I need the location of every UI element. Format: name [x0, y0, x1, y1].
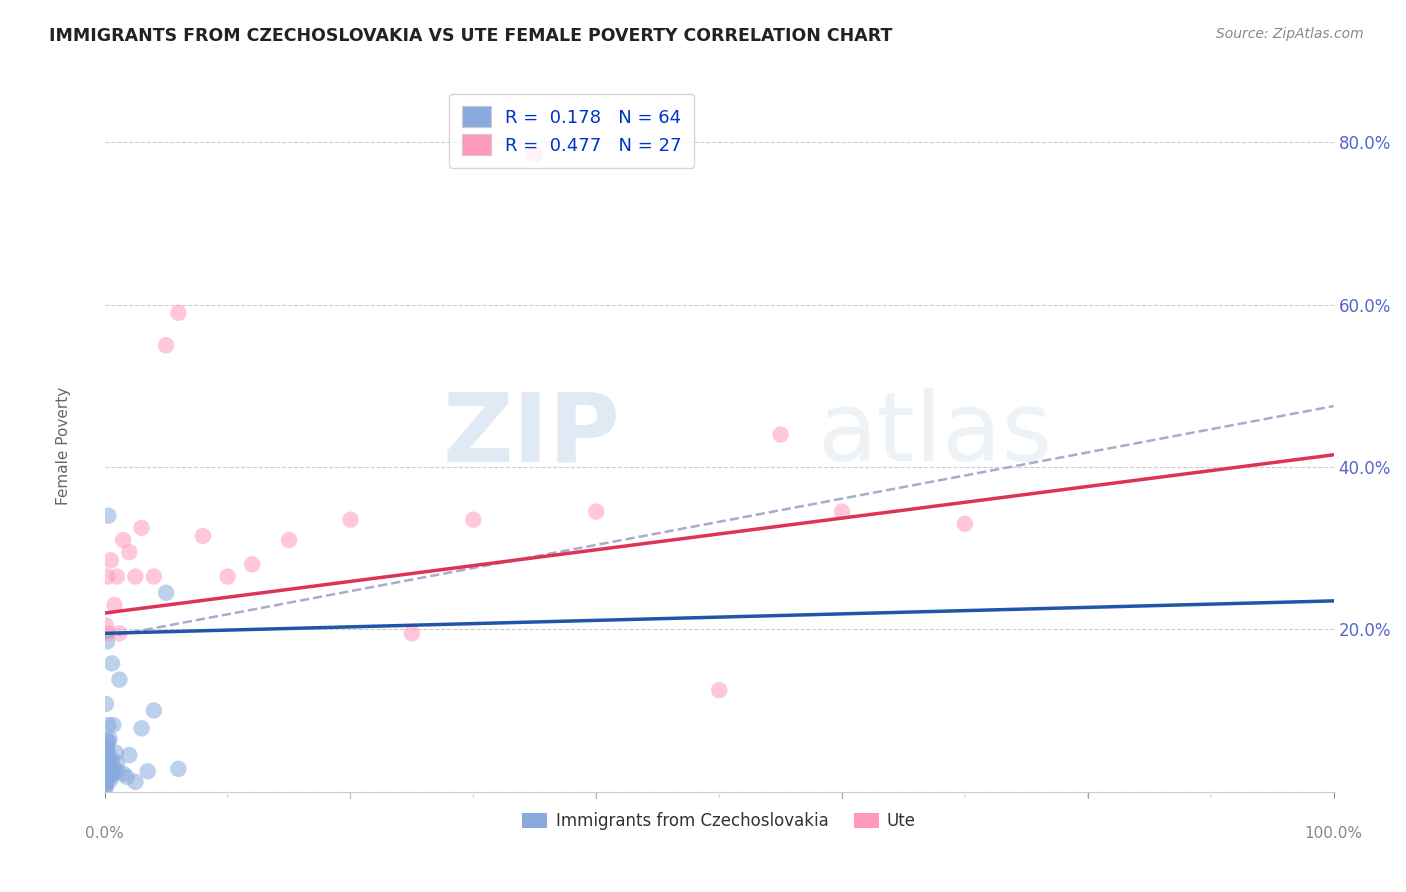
Point	[96, 746, 118, 760]
Point	[94, 750, 117, 764]
Point	[94, 764, 117, 779]
Point	[105, 756, 128, 771]
Point	[94, 762, 117, 776]
Point	[191, 529, 214, 543]
Text: Source: ZipAtlas.com: Source: ZipAtlas.com	[1216, 27, 1364, 41]
Point	[96, 772, 118, 787]
Point	[104, 746, 127, 760]
Point	[94, 754, 117, 768]
Point	[136, 764, 159, 779]
Point	[97, 766, 120, 780]
Point	[96, 634, 118, 648]
Point	[94, 764, 117, 779]
Point	[94, 766, 117, 780]
Point	[105, 764, 128, 779]
Point	[94, 739, 117, 754]
Point	[98, 731, 121, 746]
Point	[97, 508, 120, 523]
Point	[101, 657, 124, 671]
Point	[94, 770, 117, 784]
Point	[94, 776, 117, 790]
Point	[124, 569, 146, 583]
Point	[769, 427, 792, 442]
Point	[94, 778, 117, 792]
Point	[96, 569, 118, 583]
Point	[97, 762, 120, 776]
Point	[101, 754, 124, 768]
Point	[463, 513, 485, 527]
Point	[240, 558, 263, 572]
Point	[142, 569, 165, 583]
Point	[94, 760, 117, 774]
Text: IMMIGRANTS FROM CZECHOSLOVAKIA VS UTE FEMALE POVERTY CORRELATION CHART: IMMIGRANTS FROM CZECHOSLOVAKIA VS UTE FE…	[49, 27, 893, 45]
Point	[96, 739, 118, 754]
Point	[96, 756, 118, 771]
Point	[97, 718, 120, 732]
Point	[155, 586, 177, 600]
Point	[278, 533, 301, 547]
Legend: Immigrants from Czechoslovakia, Ute: Immigrants from Czechoslovakia, Ute	[516, 805, 922, 837]
Point	[585, 505, 607, 519]
Point	[707, 683, 730, 698]
Point	[103, 762, 125, 776]
Point	[96, 762, 118, 776]
Point	[94, 618, 117, 632]
Point	[103, 598, 125, 612]
Point	[97, 756, 120, 771]
Point	[105, 569, 128, 583]
Point	[339, 513, 361, 527]
Point	[94, 746, 117, 760]
Point	[100, 764, 122, 779]
Text: 0.0%: 0.0%	[86, 826, 124, 841]
Point	[97, 626, 120, 640]
Point	[167, 306, 190, 320]
Point	[96, 756, 118, 771]
Point	[118, 748, 141, 763]
Point	[94, 748, 117, 763]
Text: ZIP: ZIP	[443, 388, 621, 481]
Point	[142, 703, 165, 717]
Point	[112, 533, 135, 547]
Point	[101, 766, 124, 780]
Point	[831, 505, 853, 519]
Point	[115, 770, 138, 784]
Point	[96, 752, 118, 766]
Point	[118, 545, 141, 559]
Point	[96, 764, 118, 779]
Point	[94, 758, 117, 772]
Point	[953, 516, 976, 531]
Point	[217, 569, 239, 583]
Point	[97, 746, 120, 760]
Point	[112, 766, 135, 780]
Point	[98, 764, 121, 779]
Point	[124, 775, 146, 789]
Point	[96, 734, 118, 748]
Point	[131, 521, 153, 535]
Point	[131, 721, 153, 735]
Point	[94, 739, 117, 754]
Text: atlas: atlas	[817, 388, 1053, 481]
Text: 100.0%: 100.0%	[1305, 826, 1362, 841]
Point	[96, 770, 118, 784]
Point	[100, 772, 122, 787]
Point	[167, 762, 190, 776]
Point	[98, 754, 121, 768]
Point	[94, 780, 117, 795]
Text: Female Poverty: Female Poverty	[56, 387, 70, 505]
Point	[100, 553, 122, 567]
Point	[94, 775, 117, 789]
Point	[94, 756, 117, 771]
Point	[523, 147, 546, 161]
Point	[108, 673, 131, 687]
Point	[401, 626, 423, 640]
Point	[98, 770, 121, 784]
Point	[94, 697, 117, 711]
Point	[108, 626, 131, 640]
Point	[94, 772, 117, 787]
Point	[94, 754, 117, 768]
Point	[94, 770, 117, 784]
Point	[97, 734, 120, 748]
Point	[103, 718, 125, 732]
Point	[155, 338, 177, 352]
